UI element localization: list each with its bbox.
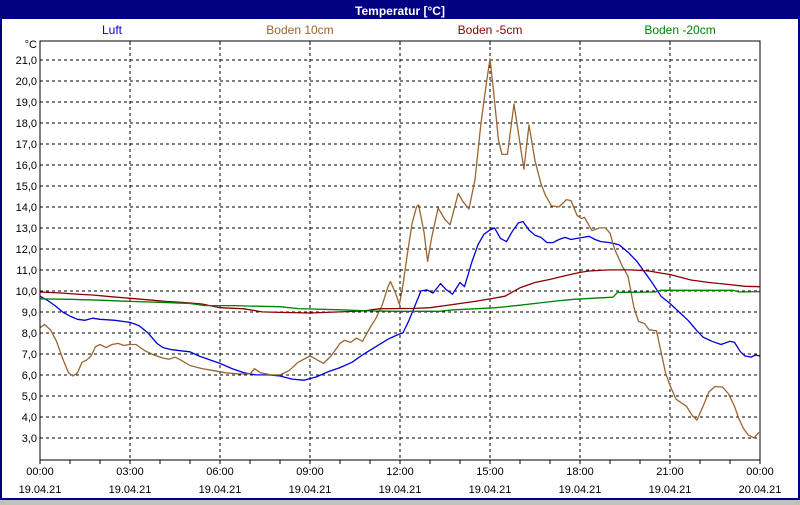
x-axis-date-label: 20.04.21 [739,484,782,496]
x-axis-date-label: 19.04.21 [109,484,152,496]
x-axis-time-label: 12:00 [386,466,414,478]
x-axis-date-label: 19.04.21 [19,484,62,496]
y-axis-tick-label: 7,0 [22,349,37,361]
x-axis-time-label: 00:00 [746,466,774,478]
legend-label-boden-10cm: Boden 10cm [266,23,333,37]
x-axis-time-label: 03:00 [116,466,144,478]
y-axis-tick-label: 21,0 [16,55,37,67]
y-axis-tick-label: 6,0 [22,370,37,382]
x-axis-date-label: 19.04.21 [649,484,692,496]
series [39,58,761,439]
y-axis-tick-label: 16,0 [16,160,37,172]
x-axis-date-label: 19.04.21 [469,484,512,496]
y-axis-tick-label: 5,0 [22,391,37,403]
series-line-boden-5cm [39,269,761,314]
y-axis-tick-label: 10,0 [16,286,37,298]
y-axis-tick-label: 19,0 [16,97,37,109]
y-axis-tick-label: 15,0 [16,181,37,193]
axis-labels: °C 21,0 20,0 19,0 18,0 17,0 16,0 15,0 14,0 13,0 12… [16,39,782,496]
series-line-luft [39,220,761,381]
y-axis-tick-label: 18,0 [16,118,37,130]
x-axis-time-label: 21:00 [656,466,684,478]
window-title: Temperatur [°C] [355,4,445,18]
y-axis-tick-label: 9,0 [22,307,37,319]
y-axis-tick-label: 13,0 [16,223,37,235]
grid [39,41,761,464]
title-bar [2,2,798,19]
legend: Luft Boden 10cm Boden -5cm Boden -20cm [102,23,716,37]
x-axis-time-label: 06:00 [206,466,234,478]
series-line-boden-20cm [39,289,761,312]
y-axis-tick-label: 17,0 [16,139,37,151]
x-axis-time-label: 09:00 [296,466,324,478]
y-axis-tick-label: 11,0 [16,265,37,277]
x-axis-date-label: 19.04.21 [559,484,602,496]
y-axis-unit-label: °C [25,39,37,51]
legend-label-luft: Luft [102,23,123,37]
y-axis-tick-label: 3,0 [22,433,37,445]
x-axis-date-label: 19.04.21 [289,484,332,496]
legend-label-boden-20cm: Boden -20cm [644,23,715,37]
x-axis-time-label: 18:00 [566,466,594,478]
y-axis-tick-label: 20,0 [16,76,37,88]
y-axis-tick-label: 4,0 [22,412,37,424]
plot-area-border [39,40,761,461]
y-axis-tick-label: 8,0 [22,328,37,340]
legend-label-boden-5cm: Boden -5cm [458,23,523,37]
x-axis-time-label: 00:00 [26,466,54,478]
y-axis-tick-label: 14,0 [16,202,37,214]
x-axis-time-label: 15:00 [476,466,504,478]
series-line-boden-10cm [39,58,760,439]
x-axis-date-label: 19.04.21 [199,484,242,496]
x-axis-date-label: 19.04.21 [379,484,422,496]
y-axis-tick-label: 12,0 [16,244,37,256]
